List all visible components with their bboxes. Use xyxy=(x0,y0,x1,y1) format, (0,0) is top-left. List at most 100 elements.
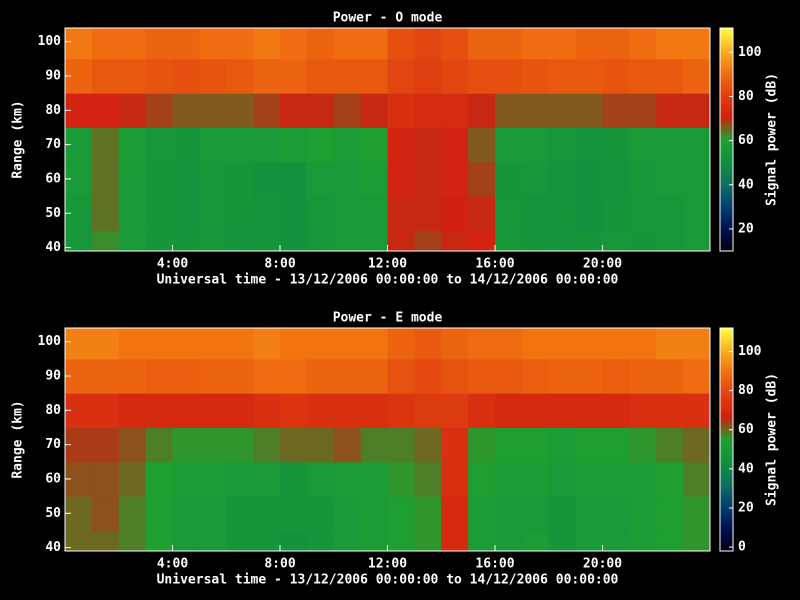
colorbar-segment xyxy=(720,224,733,228)
heatmap-cell xyxy=(575,358,603,394)
heatmap-cell xyxy=(683,328,711,360)
colorbar-tick-label: 20 xyxy=(738,221,754,236)
colorbar-segment xyxy=(720,222,733,225)
heatmap-cell xyxy=(495,530,523,552)
heatmap-cell xyxy=(306,496,335,531)
heatmap-cell xyxy=(521,28,550,60)
heatmap-cell xyxy=(306,530,335,552)
heatmap-cell xyxy=(91,28,120,60)
y-tick-label: 60 xyxy=(45,471,61,486)
heatmap-cell xyxy=(414,358,442,394)
heatmap-cell xyxy=(333,358,362,394)
heatmap-cell xyxy=(306,230,335,252)
heatmap-cell xyxy=(360,358,388,394)
colorbar-segment xyxy=(720,45,733,49)
colorbar-segment xyxy=(720,439,733,443)
colorbar-segment xyxy=(720,112,733,116)
heatmap-cell xyxy=(656,461,684,497)
colorbar-segment xyxy=(720,390,733,394)
heatmap-cell xyxy=(280,58,308,94)
colorbar-segment xyxy=(720,242,733,245)
heatmap-cell xyxy=(441,28,469,60)
heatmap-cell xyxy=(441,328,469,360)
heatmap-cell xyxy=(495,427,523,463)
colorbar-segment xyxy=(720,193,733,196)
heatmap-cell xyxy=(468,427,496,463)
colorbar-tick-label: 100 xyxy=(738,344,762,359)
heatmap-cell xyxy=(145,161,173,197)
heatmap-cell xyxy=(280,393,308,428)
colorbar-segment xyxy=(720,464,733,467)
heatmap-cell xyxy=(521,427,550,463)
colorbar-segment xyxy=(720,34,733,38)
colorbar-segment xyxy=(720,201,733,205)
heatmap-cell xyxy=(441,230,469,252)
heatmap-cell xyxy=(468,58,496,94)
colorbar-segment xyxy=(720,428,733,432)
heatmap-cell xyxy=(683,358,711,394)
heatmap-cell xyxy=(306,28,335,60)
heatmap-cell xyxy=(387,230,415,252)
y-tick-label: 70 xyxy=(45,437,61,452)
heatmap-cell xyxy=(683,161,711,197)
heatmap-cell xyxy=(280,496,308,531)
colorbar-segment xyxy=(720,233,733,236)
colorbar-segment xyxy=(720,517,733,521)
colorbar-segment xyxy=(720,495,733,499)
heatmap-cell xyxy=(495,196,523,231)
heatmap-cell xyxy=(172,427,200,463)
heatmap-cell xyxy=(145,58,173,94)
colorbar-segment xyxy=(720,186,733,190)
heatmap-cell xyxy=(360,161,388,197)
heatmap-cell xyxy=(629,530,657,552)
colorbar-segment xyxy=(720,108,733,112)
heatmap-cell xyxy=(387,196,415,231)
heatmap-cell xyxy=(91,461,120,497)
heatmap-cell xyxy=(91,196,120,231)
heatmap-cell xyxy=(575,93,603,128)
heatmap-cell xyxy=(65,230,93,252)
heatmap-cell xyxy=(468,230,496,252)
heatmap-cell xyxy=(495,461,523,497)
colorbar-segment xyxy=(720,361,733,365)
heatmap-cell xyxy=(629,28,657,60)
heatmap-cell xyxy=(468,93,496,128)
colorbar-segment xyxy=(720,92,733,96)
colorbar-segment xyxy=(720,392,733,396)
heatmap-cell xyxy=(360,427,388,463)
heatmap-cell xyxy=(91,358,120,394)
heatmap-cell xyxy=(172,328,200,360)
colorbar-segment xyxy=(720,530,733,534)
colorbar-segment xyxy=(720,74,733,78)
colorbar-segment xyxy=(720,170,733,174)
colorbar-segment xyxy=(720,479,733,483)
colorbar-segment xyxy=(720,141,733,145)
heatmap-cell xyxy=(172,393,200,428)
heatmap-cell xyxy=(145,427,173,463)
heatmap-cell xyxy=(441,127,469,163)
colorbar-segment xyxy=(720,406,733,409)
heatmap-cell xyxy=(495,28,523,60)
colorbar-segment xyxy=(720,195,733,199)
colorbar-segment xyxy=(720,461,733,465)
x-tick-label: 4:00 xyxy=(157,257,188,272)
heatmap-cell xyxy=(145,358,173,394)
colorbar-segment xyxy=(720,350,733,354)
heatmap-cell xyxy=(656,161,684,197)
heatmap-cell xyxy=(253,393,281,428)
heatmap-cell xyxy=(199,461,227,497)
colorbar-tick-label: 40 xyxy=(738,461,754,476)
colorbar-segment xyxy=(720,385,733,389)
heatmap-cell xyxy=(226,358,254,394)
colorbar-segment xyxy=(720,546,733,550)
colorbar-segment xyxy=(720,441,733,445)
heatmap-cell xyxy=(360,393,388,428)
heatmap-cell xyxy=(226,230,254,252)
colorbar-segment xyxy=(720,161,733,165)
y-tick-label: 100 xyxy=(38,334,62,349)
colorbar-segment xyxy=(720,539,733,543)
heatmap-cell xyxy=(414,196,442,231)
heatmap-cell xyxy=(548,427,577,463)
colorbar-segment xyxy=(720,72,733,76)
heatmap-cell xyxy=(602,530,630,552)
